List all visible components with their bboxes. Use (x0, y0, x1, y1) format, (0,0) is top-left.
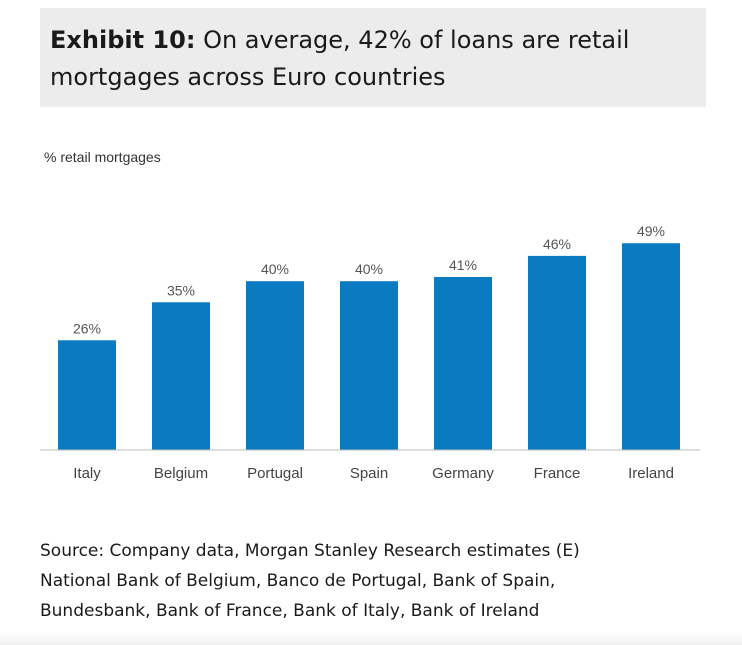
exhibit-title-text: On average, 42% of loans are retail mort… (50, 26, 630, 91)
category-label: Portugal (247, 465, 303, 482)
value-label: 40% (261, 261, 289, 277)
y-axis-label: % retail mortgages (44, 149, 161, 165)
bar-france (528, 255, 586, 450)
title-box: Exhibit 10: On average, 42% of loans are… (40, 8, 706, 107)
value-label: 49% (637, 223, 665, 239)
category-label: France (534, 465, 581, 482)
category-label: Italy (73, 465, 101, 482)
category-label: Spain (350, 465, 388, 482)
source-line: Source: Company data, Morgan Stanley Res… (40, 541, 580, 561)
category-label: Ireland (628, 465, 674, 482)
category-label: Belgium (154, 465, 208, 482)
value-labels-group: 26% 35% 40% 40% 41% 46% 49% (73, 223, 665, 336)
bottom-shade (0, 631, 742, 645)
category-label: Germany (432, 465, 494, 482)
bar-ireland (622, 243, 680, 450)
value-label: 41% (449, 257, 477, 273)
exhibit-label: Exhibit 10: (50, 26, 196, 54)
bar-spain (340, 281, 398, 450)
value-label: 35% (167, 282, 195, 298)
source-note: Source: Company data, Morgan Stanley Res… (40, 536, 720, 626)
bar-belgium (152, 302, 210, 450)
bar-chart: % retail mortgages 26% 35% 40% 40% 41% 46% 49%… (40, 149, 700, 482)
bar-italy (58, 340, 116, 450)
value-label: 26% (73, 320, 101, 336)
category-labels-group: Italy Belgium Portugal Spain Germany France Ir… (73, 465, 674, 482)
bars-group (58, 243, 680, 450)
bar-germany (434, 276, 492, 450)
bar-portugal (246, 281, 304, 450)
value-label: 40% (355, 261, 383, 277)
source-line: National Bank of Belgium, Banco de Portu… (40, 571, 556, 591)
value-label: 46% (543, 236, 571, 252)
source-line: Bundesbank, Bank of France, Bank of Ital… (40, 601, 540, 621)
exhibit-title: Exhibit 10: On average, 42% of loans are… (50, 22, 700, 96)
